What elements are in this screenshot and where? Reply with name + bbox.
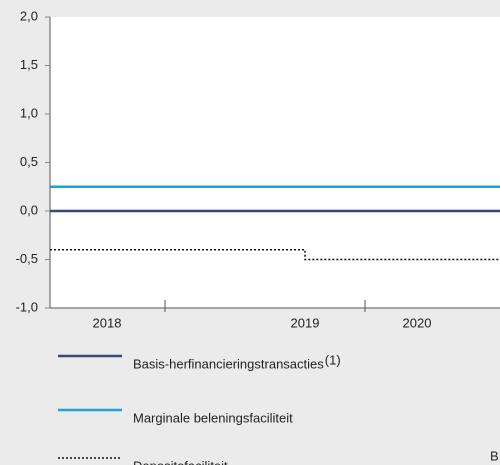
y-tick-label: 0,5 <box>20 154 38 169</box>
annotation: B <box>490 448 499 463</box>
y-tick-label: 2,0 <box>20 8 38 23</box>
y-tick-label: 1,5 <box>20 57 38 72</box>
y-tick-label: 1,0 <box>20 105 38 120</box>
legend-footnote: (1) <box>325 352 341 367</box>
legend-label: Marginale beleningsfaciliteit <box>133 410 293 425</box>
y-tick-label: -0,5 <box>16 251 38 266</box>
y-tick-label: -1,0 <box>16 299 38 314</box>
legend-label: Basis-herfinancieringstransacties <box>133 356 324 371</box>
x-category-label: 2018 <box>93 315 122 330</box>
plot-area <box>50 17 500 308</box>
x-category-label: 2019 <box>291 315 320 330</box>
y-tick-label: 0,0 <box>20 202 38 217</box>
x-category-label: 2020 <box>403 315 432 330</box>
legend-label: Depositofaciliteit <box>133 458 228 465</box>
